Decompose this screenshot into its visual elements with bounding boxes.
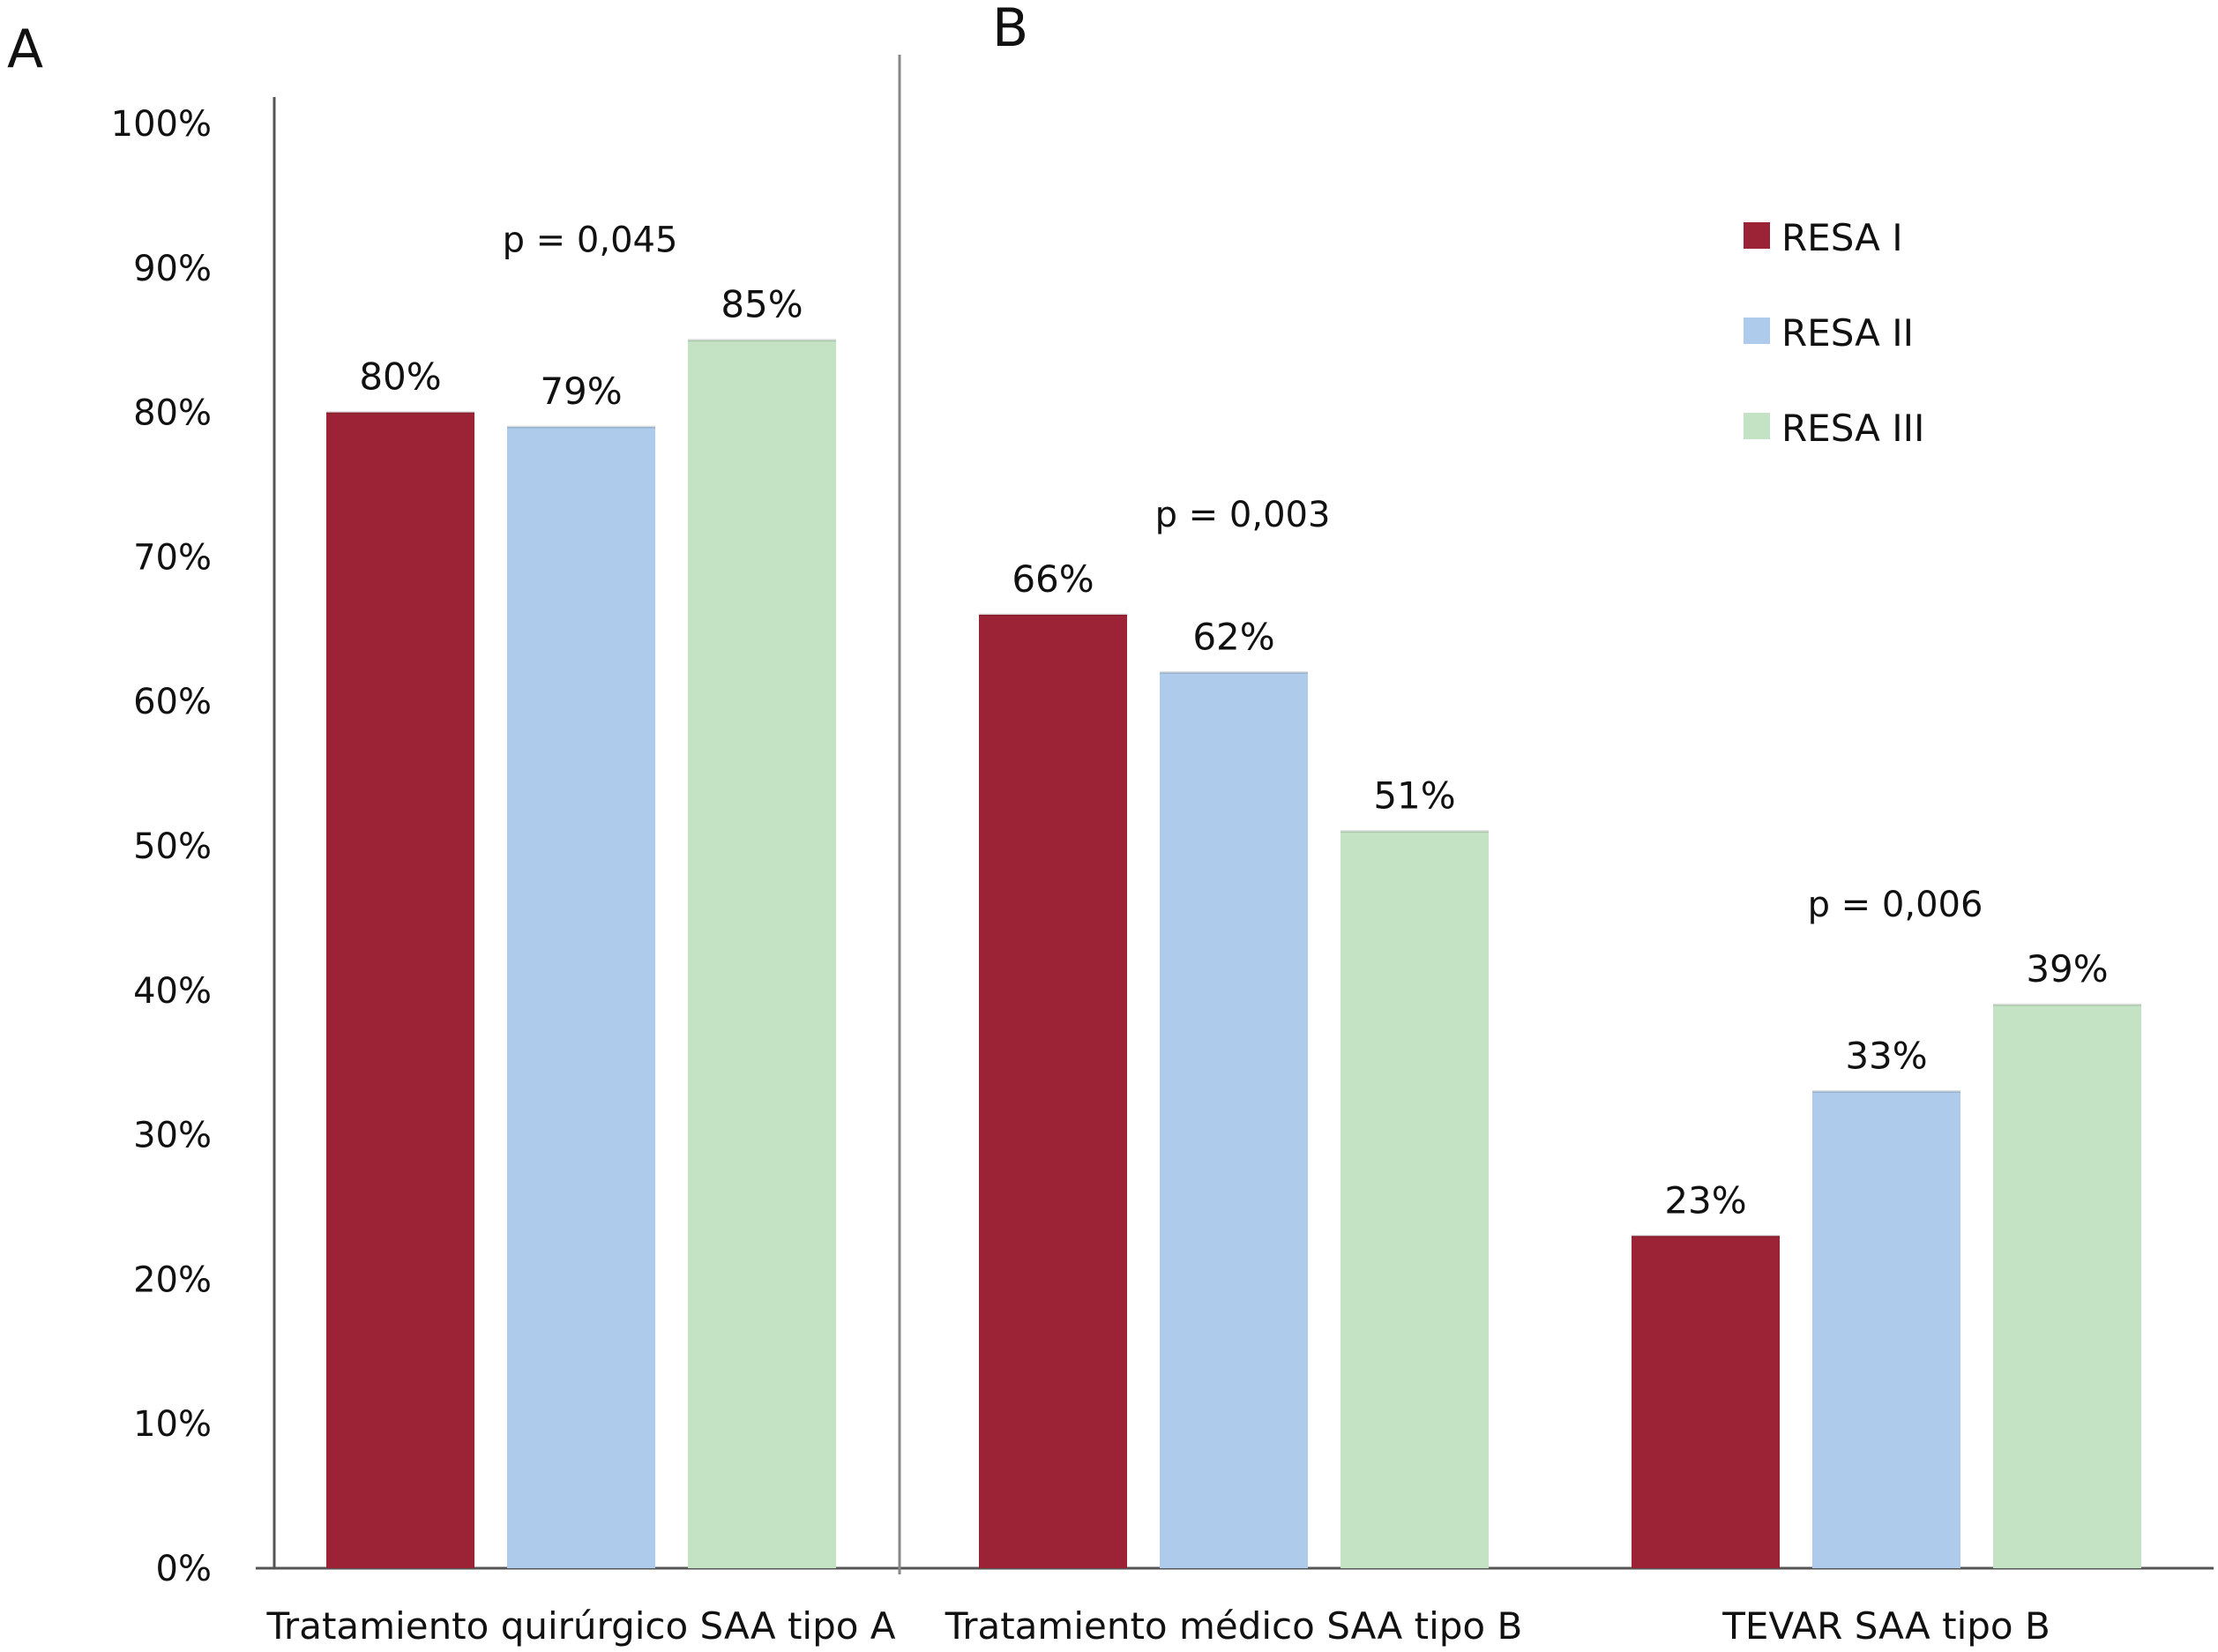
value-label: 62% — [1192, 615, 1274, 658]
value-label: 33% — [1845, 1034, 1927, 1077]
value-label: 80% — [359, 355, 441, 399]
y-tick-label: 100% — [111, 104, 212, 145]
panel-label-a: A — [7, 19, 43, 80]
panel-label-b: B — [992, 0, 1028, 59]
y-tick-label: 80% — [133, 393, 212, 434]
legend-label-resa-iii: RESA III — [1781, 407, 1924, 450]
category-label: TEVAR SAA tipo B — [1721, 1604, 2050, 1648]
bar-resa-i-cat-2 — [979, 614, 1127, 1569]
legend-swatch-resa-i — [1744, 222, 1770, 249]
y-tick-label: 50% — [133, 826, 212, 867]
value-label: 66% — [1012, 557, 1094, 601]
p-value-label: p = 0,045 — [503, 221, 678, 261]
bar-resa-ii-cat-2 — [1160, 672, 1308, 1568]
bar-resa-iii-cat-1 — [688, 340, 836, 1569]
legend: RESA I RESA II RESA III — [1744, 216, 1924, 450]
y-tick-label: 30% — [133, 1116, 212, 1156]
p-value-label: p = 0,006 — [1808, 885, 1983, 925]
value-label: 79% — [540, 370, 622, 413]
value-label: 85% — [721, 283, 803, 326]
value-label: 23% — [1664, 1178, 1746, 1222]
bar-resa-ii-cat-1 — [507, 426, 655, 1569]
bar-resa-i-cat-1 — [326, 412, 474, 1569]
legend-swatch-resa-ii — [1744, 318, 1770, 344]
y-tick-label: 70% — [133, 537, 212, 578]
bar-resa-iii-cat-3 — [1993, 1005, 2141, 1568]
value-label: 39% — [2026, 947, 2108, 990]
p-value-label: p = 0,003 — [1155, 495, 1331, 535]
y-tick-label: 60% — [133, 682, 212, 722]
bar-resa-ii-cat-3 — [1812, 1091, 1960, 1568]
legend-swatch-resa-iii — [1744, 413, 1770, 439]
y-tick-label: 90% — [133, 249, 212, 289]
y-tick-label: 20% — [133, 1260, 212, 1300]
y-tick-label: 0% — [156, 1549, 212, 1589]
bar-resa-iii-cat-2 — [1341, 831, 1489, 1568]
y-tick-label: 10% — [133, 1404, 212, 1445]
bar-resa-i-cat-3 — [1632, 1236, 1780, 1568]
category-label: Tratamiento quirúrgico SAA tipo A — [265, 1604, 895, 1648]
category-label: Tratamiento médico SAA tipo B — [945, 1604, 1523, 1648]
legend-label-resa-ii: RESA II — [1781, 311, 1914, 355]
legend-label-resa-i: RESA I — [1781, 216, 1903, 259]
value-label: 51% — [1373, 774, 1455, 818]
y-tick-label: 40% — [133, 971, 212, 1012]
